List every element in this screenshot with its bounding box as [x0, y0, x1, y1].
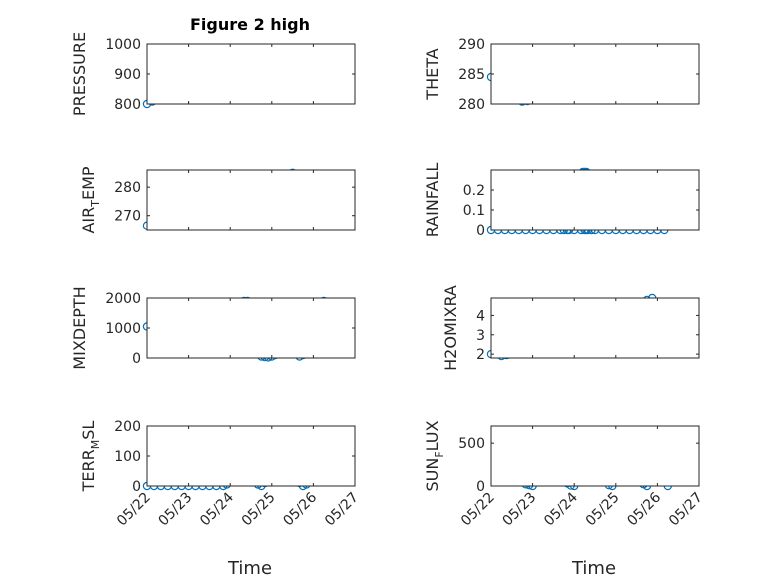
x-axis-label-right: Time — [571, 558, 616, 579]
y-tick-label: 280 — [458, 97, 485, 113]
y-axis-label: H2OMIXRA — [441, 285, 460, 371]
x-tick-label: 05/22 — [114, 490, 154, 530]
y-tick-label: 1000 — [105, 37, 141, 53]
y-axis-label: RAINFALL — [423, 163, 442, 238]
y-tick-label: 900 — [114, 67, 141, 83]
x-axis-label-left: Time — [227, 558, 272, 579]
panel-terr-msl: 0 100 200 TERRMSL 05/22 05/23 05/24 05/25 05/26 0… — [79, 419, 362, 529]
y-axis-label: TERRMSL — [79, 421, 102, 493]
y-axis-label: PRESSURE — [70, 32, 89, 116]
figure-title: Figure 2 high — [190, 15, 310, 34]
panel-pressure: 800 900 1000 PRESSURE — [70, 32, 356, 116]
y-axis-label: MIXDEPTH — [70, 286, 89, 369]
y-tick-label: 1000 — [105, 321, 141, 337]
axes-frame — [146, 43, 356, 105]
x-tick-label: 05/26 — [280, 489, 320, 529]
x-tick-label: 05/23 — [156, 490, 196, 530]
y-axis-label: AIRTEMP — [79, 166, 102, 233]
panel-h2omixra: 2 3 4 H2OMIXRA — [441, 285, 700, 371]
y-tick-label: 3 — [476, 328, 485, 344]
y-tick-label: 0 — [476, 479, 485, 495]
y-tick-label: 285 — [458, 67, 485, 83]
x-tick-label: 05/24 — [197, 489, 237, 529]
y-tick-label: 280 — [114, 180, 141, 196]
axes-frame — [146, 297, 356, 359]
axes-frame — [146, 425, 356, 487]
x-tick-label: 05/23 — [500, 490, 540, 530]
y-axis-label: SUNFLUX — [423, 420, 446, 491]
x-tick-label: 05/26 — [624, 489, 664, 529]
y-tick-label: 270 — [114, 209, 141, 225]
y-tick-label: 500 — [458, 436, 485, 452]
y-tick-label: 290 — [458, 37, 485, 53]
y-tick-label: 2000 — [105, 291, 141, 307]
y-tick-label: 0.1 — [463, 203, 485, 219]
y-tick-label: 200 — [114, 419, 141, 435]
y-tick-label: 0 — [476, 223, 485, 239]
x-tick-label: 05/25 — [239, 490, 279, 530]
x-tick-label: 05/24 — [541, 489, 581, 529]
x-tick-label: 05/22 — [458, 490, 498, 530]
panel-air-temp: 270 280 AIRTEMP — [79, 166, 356, 234]
panel-sun-flux: 0 500 SUNFLUX 05/22 05/23 05/24 05/25 05/26 05/2… — [423, 420, 706, 529]
y-tick-label: 4 — [476, 308, 485, 324]
axes-frame — [146, 169, 356, 231]
x-tick-label: 05/27 — [666, 490, 706, 530]
y-tick-label: 0 — [132, 351, 141, 367]
y-tick-label: 2 — [476, 347, 485, 363]
axes-frame — [490, 425, 700, 487]
y-axis-label: THETA — [423, 48, 442, 100]
panel-rainfall: 0 0.1 0.2 RAINFALL — [423, 163, 700, 239]
x-tick-label: 05/27 — [322, 490, 362, 530]
y-tick-label: 0 — [132, 479, 141, 495]
y-tick-label: 0.2 — [463, 183, 485, 199]
panel-theta: 280 285 290 THETA — [423, 37, 700, 113]
axes-frame — [490, 169, 700, 231]
x-tick-label: 05/25 — [583, 490, 623, 530]
axes-frame — [490, 297, 700, 359]
y-tick-label: 100 — [114, 449, 141, 465]
y-tick-label: 800 — [114, 97, 141, 113]
panel-mixdepth: 0 1000 2000 MIXDEPTH — [70, 286, 356, 370]
axes-frame — [490, 43, 700, 105]
